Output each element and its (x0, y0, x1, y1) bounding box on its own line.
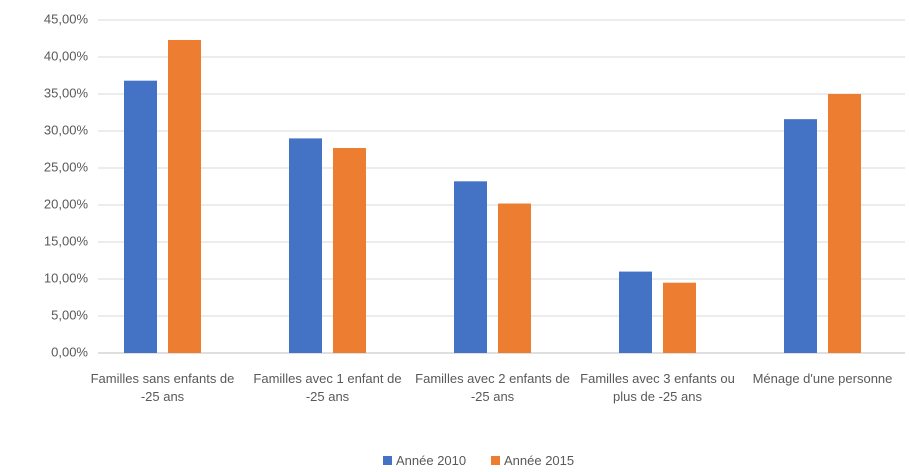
bar (289, 138, 322, 353)
y-tick-label: 35,00% (44, 85, 89, 100)
bar (333, 148, 366, 353)
bar (124, 80, 157, 354)
legend-swatch (383, 456, 392, 465)
x-tick-label: Familles avec 3 enfants ou plus de -25 a… (580, 371, 735, 404)
y-tick-label: 45,00% (44, 11, 89, 26)
bar (619, 271, 652, 353)
bar (168, 39, 201, 353)
y-tick-label: 15,00% (44, 233, 89, 248)
y-tick-label: 10,00% (44, 270, 89, 285)
x-tick-label: Ménage d'une personne (752, 371, 893, 386)
bar (784, 119, 817, 353)
x-tick-label: Familles sans enfants de -25 ans (90, 371, 235, 404)
y-tick-label: 5,00% (51, 307, 88, 322)
legend-item: Année 2010 (383, 453, 466, 468)
x-tick-label: Familles avec 2 enfants de -25 ans (415, 371, 570, 404)
y-tick-label: 0,00% (51, 344, 88, 359)
legend-swatch (491, 456, 500, 465)
y-tick-label: 25,00% (44, 159, 89, 174)
legend-label: Année 2010 (396, 453, 467, 468)
y-tick-label: 40,00% (44, 48, 89, 63)
x-tick-label: Familles avec 1 enfant de -25 ans (253, 371, 402, 404)
legend-label: Année 2015 (504, 453, 575, 468)
bar (828, 94, 861, 353)
legend-item: Année 2015 (491, 453, 574, 468)
bar (454, 181, 487, 353)
bar (498, 203, 531, 353)
bar (663, 282, 696, 353)
y-tick-label: 20,00% (44, 196, 89, 211)
y-tick-label: 30,00% (44, 122, 89, 137)
